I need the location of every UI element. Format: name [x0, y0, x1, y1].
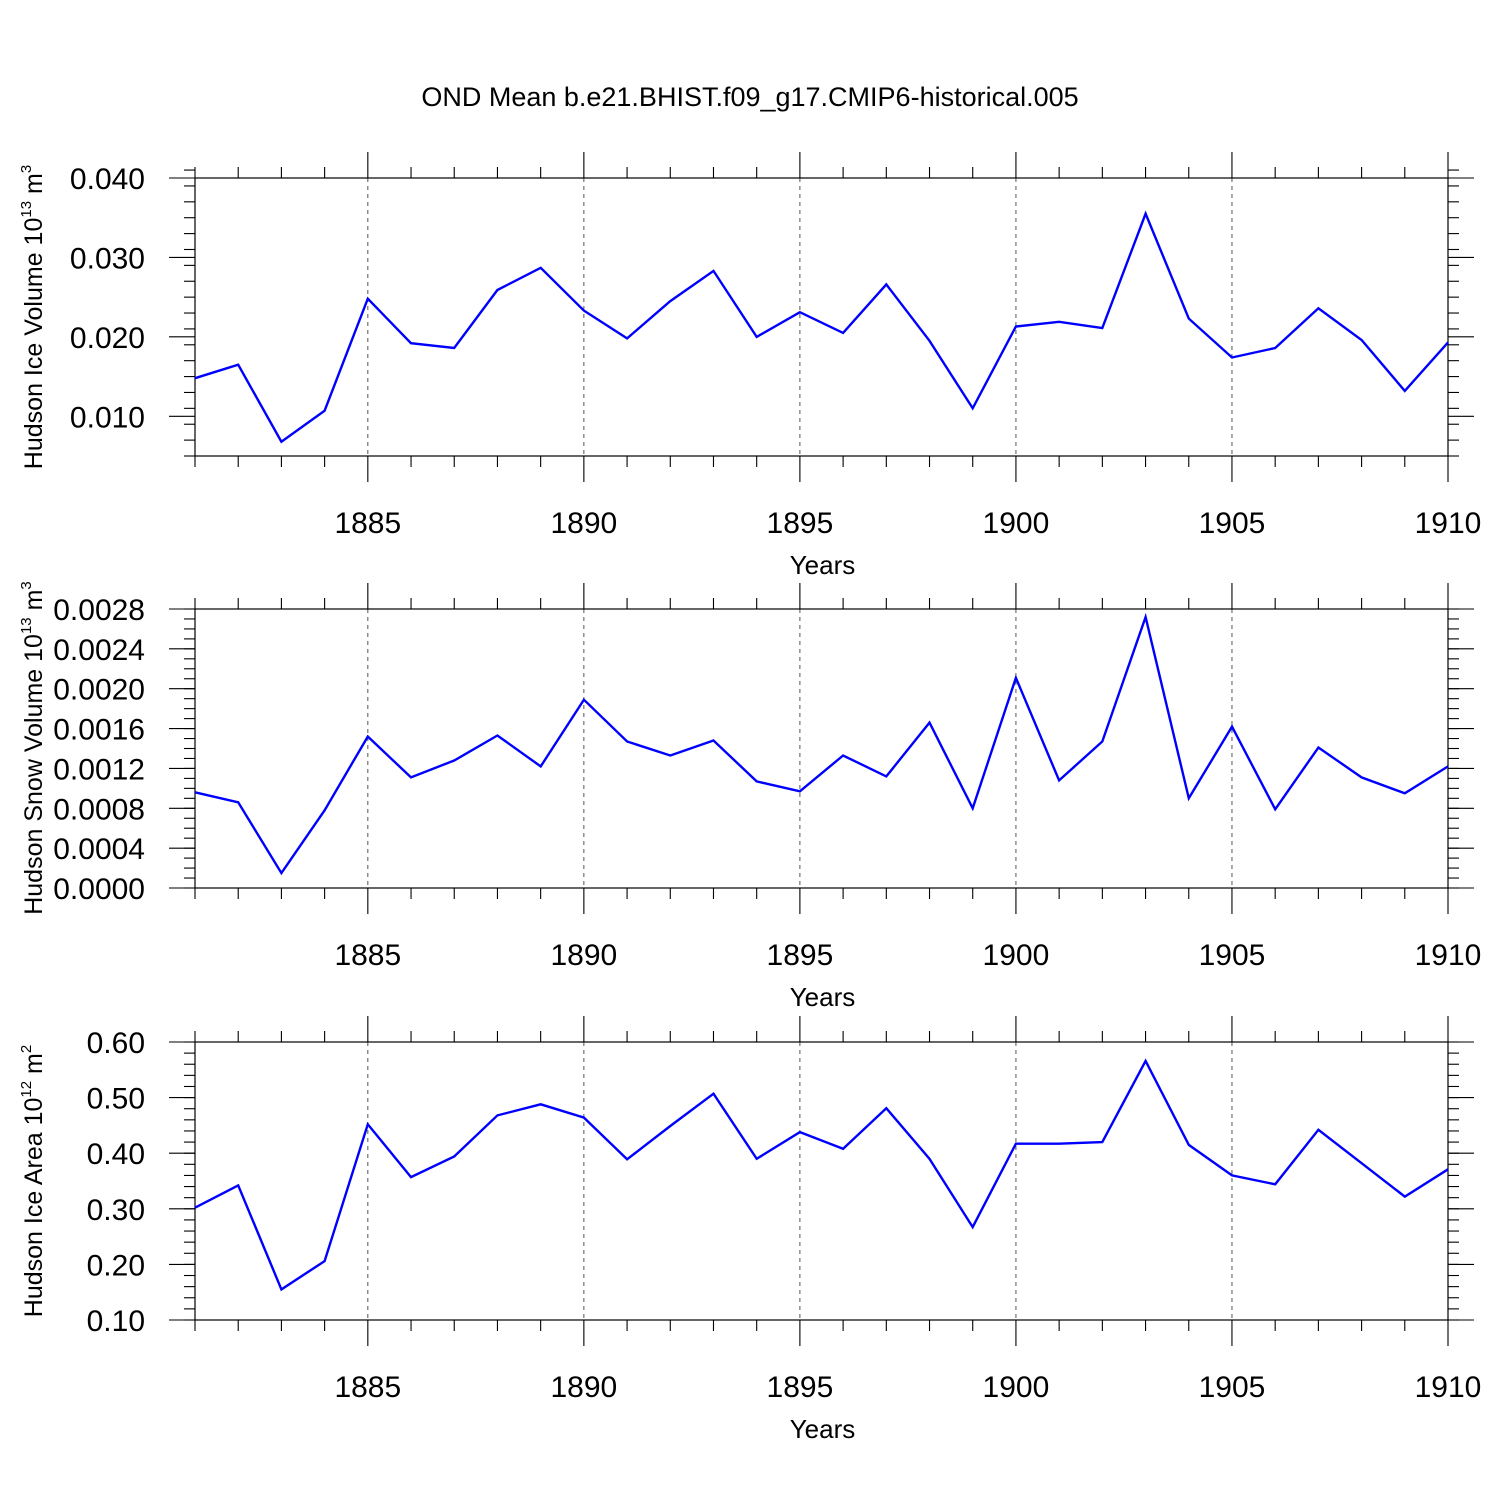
y-axis-label-exponent: 13 [18, 201, 35, 218]
y-axis-label-text: m [20, 590, 48, 618]
x-tick-label: 1900 [983, 939, 1050, 972]
y-tick-label: 0.0004 [53, 833, 145, 866]
x-tick-label: 1890 [550, 939, 617, 972]
y-tick-label: 0.10 [87, 1305, 145, 1338]
y-axis-label-text: m [20, 173, 48, 201]
plot-frame [194, 608, 1449, 889]
y-axis-label-exponent: 3 [18, 165, 35, 173]
series-line [194, 1058, 1449, 1292]
x-tick-label: 1900 [983, 507, 1050, 540]
y-axis-label-text: Hudson Snow Volume 10 [20, 634, 48, 915]
x-tick-label: 1910 [1415, 507, 1482, 540]
y-tick-label: 0.010 [70, 401, 145, 434]
series-line [194, 612, 1449, 876]
y-tick-label: 0.040 [70, 163, 145, 196]
y-tick-label: 0.0024 [53, 634, 145, 667]
y-tick-label: 0.60 [87, 1027, 145, 1060]
y-tick-label: 0.20 [87, 1249, 145, 1282]
y-tick-label: 0.50 [87, 1083, 145, 1116]
y-axis-label-exponent: 2 [18, 1045, 35, 1053]
y-axis-label-exponent: 3 [18, 581, 35, 589]
y-tick-label: 0.0028 [53, 594, 145, 627]
y-tick-label: 0.0008 [53, 793, 145, 826]
plot-frame [194, 177, 1449, 457]
y-tick-label: 0.0000 [53, 873, 145, 906]
y-axis-label-text: m [20, 1053, 48, 1081]
x-tick-label: 1905 [1199, 507, 1266, 540]
x-tick-label: 1910 [1415, 1371, 1482, 1404]
x-axis-label: Years [790, 550, 856, 580]
x-tick-label: 1885 [334, 939, 401, 972]
y-axis-label: Hudson Snow Volume 1013 m3 [18, 581, 48, 915]
x-tick-label: 1890 [550, 507, 617, 540]
x-axis-label: Years [790, 1414, 856, 1444]
y-tick-label: 0.40 [87, 1138, 145, 1171]
chart-panel-1: 0.010 0.020 0.030 0.040 1885 1890 1895 1900 1905… [18, 152, 1481, 580]
y-tick-label: 0.0020 [53, 674, 145, 707]
x-tick-label: 1895 [767, 1371, 834, 1404]
y-axis-label: Hudson Ice Area 1012 m2 [18, 1045, 48, 1317]
x-tick-label: 1900 [983, 1371, 1050, 1404]
plot-frame [194, 1041, 1449, 1321]
y-tick-label: 0.0012 [53, 753, 145, 786]
x-tick-label: 1905 [1199, 1371, 1266, 1404]
x-tick-label: 1895 [767, 939, 834, 972]
y-tick-label: 0.020 [70, 322, 145, 355]
x-axis-label: Years [790, 982, 856, 1012]
y-tick-label: 0.0016 [53, 714, 145, 747]
y-tick-label: 0.030 [70, 242, 145, 275]
figure-title: OND Mean b.e21.BHIST.f09_g17.CMIP6-histo… [421, 82, 1078, 112]
x-tick-label: 1885 [334, 1371, 401, 1404]
x-tick-label: 1890 [550, 1371, 617, 1404]
x-tick-label: 1910 [1415, 939, 1482, 972]
series-line [194, 210, 1449, 444]
y-tick-label: 0.30 [87, 1194, 145, 1227]
chart-panel-2: 0.0000 0.0004 0.0008 0.0012 0.0016 0.0020 0.00… [18, 581, 1481, 1012]
y-axis-label-text: Hudson Ice Volume 10 [20, 218, 48, 470]
y-axis-label-exponent: 12 [18, 1081, 35, 1098]
chart-panel-3: 0.10 0.20 0.30 0.40 0.50 0.60 1885 1890 1895 1900… [18, 1016, 1481, 1444]
x-tick-label: 1905 [1199, 939, 1266, 972]
y-axis-label-text: Hudson Ice Area 10 [20, 1098, 48, 1318]
y-axis-label: Hudson Ice Volume 1013 m3 [18, 165, 48, 469]
y-axis-label-exponent: 13 [18, 617, 35, 634]
x-tick-label: 1885 [334, 507, 401, 540]
x-tick-label: 1895 [767, 507, 834, 540]
